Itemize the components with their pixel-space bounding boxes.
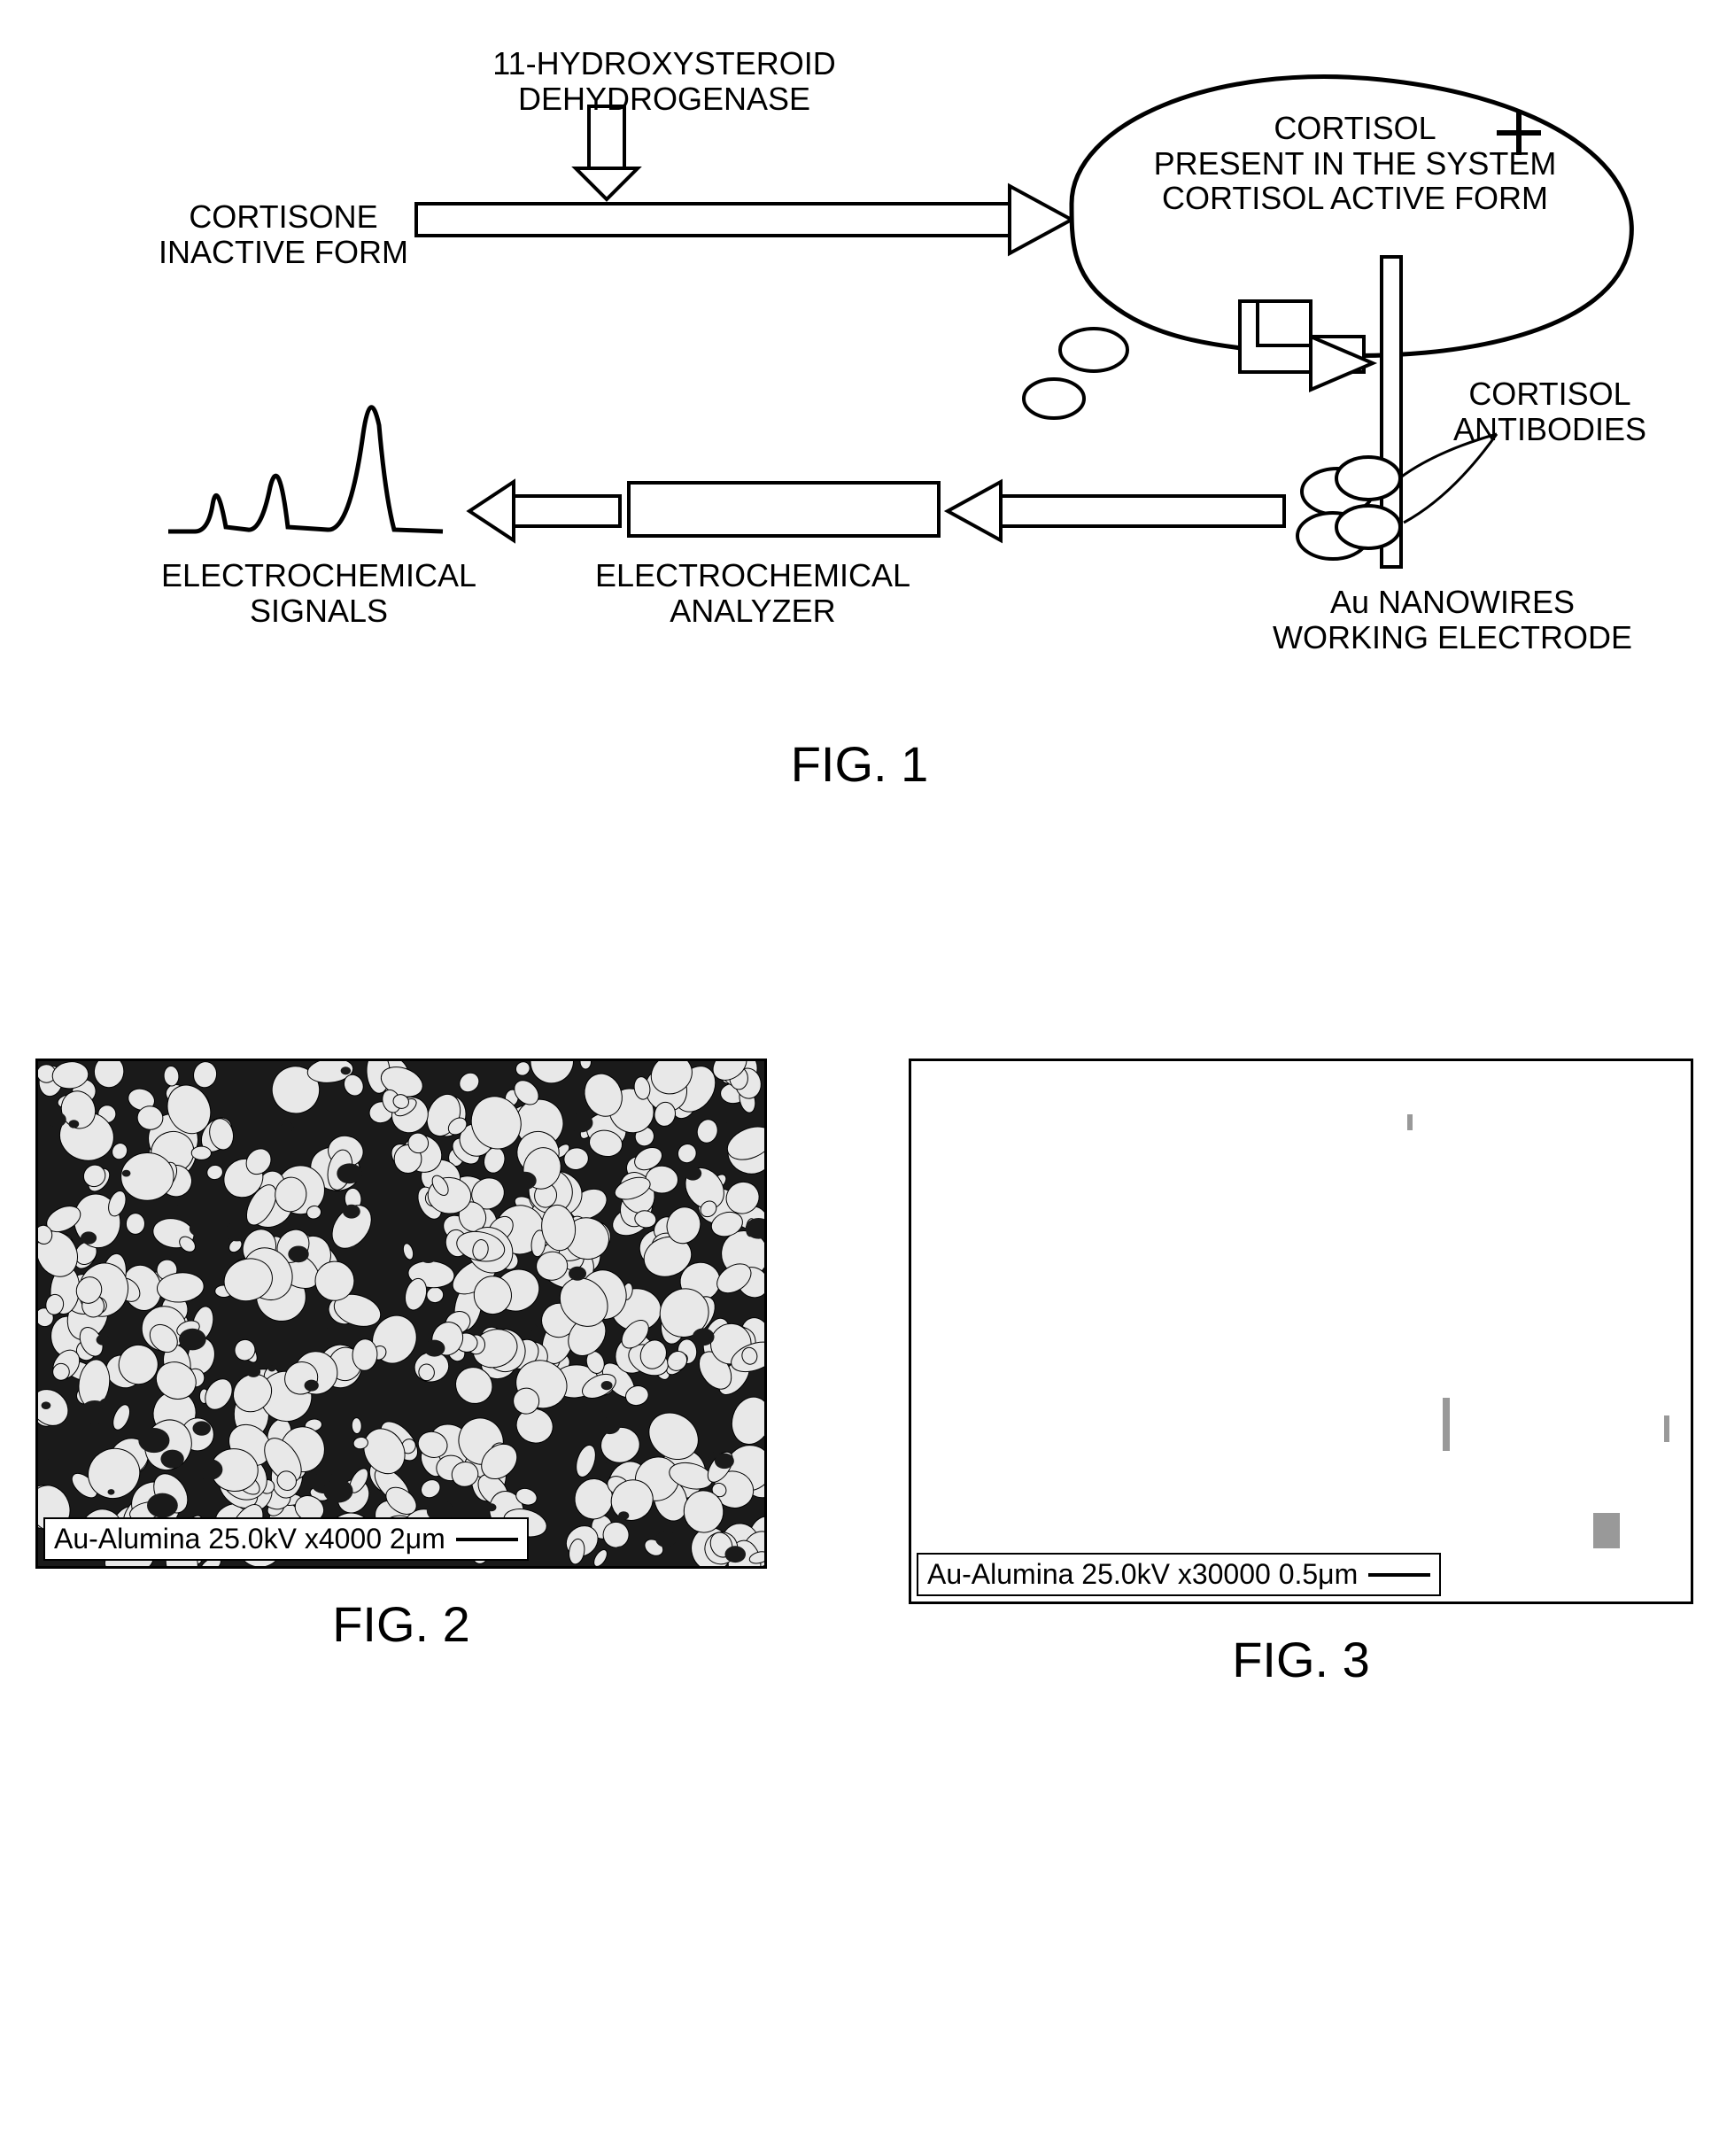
signals-label: ELECTROCHEMICAL SIGNALS bbox=[133, 558, 505, 628]
signal-waveform bbox=[168, 407, 443, 531]
cortisone-label: CORTISONE INACTIVE FORM bbox=[151, 199, 416, 269]
fig3-sem-box: Au-Alumina 25.0kV x30000 0.5μm bbox=[909, 1059, 1693, 1604]
fig3-scale-line bbox=[1368, 1573, 1430, 1577]
analyzer-label: ELECTROCHEMICAL ANALYZER bbox=[567, 558, 939, 628]
cortisol-l1: CORTISOL bbox=[1274, 110, 1436, 146]
enzyme-label: 11-HYDROXYSTEROID DEHYDROGENASE bbox=[354, 46, 974, 116]
cortisone-l1: CORTISONE bbox=[189, 198, 377, 235]
electrode-label: Au NANOWIRES WORKING ELECTRODE bbox=[1258, 585, 1647, 655]
main-arrow bbox=[416, 186, 1072, 253]
electrode-l2: WORKING ELECTRODE bbox=[1273, 619, 1632, 655]
fig2-scale-line bbox=[456, 1538, 518, 1541]
antibodies-l1: CORTISOL bbox=[1468, 376, 1630, 412]
fig2-sem-box: Au-Alumina 25.0kV x4000 2μm bbox=[35, 1059, 767, 1569]
fig2-caption: FIG. 2 bbox=[35, 1595, 767, 1653]
signals-l1: ELECTROCHEMICAL bbox=[161, 557, 476, 593]
fig3-texture bbox=[911, 1061, 1691, 1601]
sem-figure-row: Au-Alumina 25.0kV x4000 2μm FIG. 2 Au-Al… bbox=[35, 1059, 1684, 1688]
enzyme-arrow bbox=[576, 106, 638, 199]
antibody-ellipses bbox=[1297, 457, 1400, 559]
figure-1: 11-HYDROXYSTEROID DEHYDROGENASE CORTISON… bbox=[35, 35, 1684, 793]
fig2-texture bbox=[38, 1061, 764, 1566]
analyzer-l2: ANALYZER bbox=[670, 593, 835, 629]
analyzer-to-signals-arrow bbox=[469, 482, 620, 540]
analyzer-l1: ELECTROCHEMICAL bbox=[595, 557, 910, 593]
analyzer-box bbox=[629, 483, 939, 536]
electrode-l1: Au NANOWIRES bbox=[1330, 584, 1575, 620]
cortisone-l2: INACTIVE FORM bbox=[159, 234, 408, 270]
cortisol-bubble-label: CORTISOL PRESENT IN THE SYSTEM CORTISOL … bbox=[1107, 111, 1603, 216]
fig2-scale-text: Au-Alumina 25.0kV x4000 2μm bbox=[54, 1523, 445, 1555]
fig3-scale-text: Au-Alumina 25.0kV x30000 0.5μm bbox=[927, 1558, 1358, 1591]
antibodies-l2: ANTIBODIES bbox=[1453, 411, 1646, 447]
electrode-to-analyzer-arrow bbox=[948, 482, 1284, 540]
antibodies-label: CORTISOL ANTIBODIES bbox=[1426, 376, 1674, 446]
figure-3: Au-Alumina 25.0kV x30000 0.5μm FIG. 3 bbox=[909, 1059, 1693, 1688]
enzyme-text: 11-HYDROXYSTEROID DEHYDROGENASE bbox=[492, 45, 835, 117]
antibody-pointers bbox=[1399, 434, 1497, 523]
cortisol-l2: PRESENT IN THE SYSTEM bbox=[1154, 145, 1557, 182]
figure-2: Au-Alumina 25.0kV x4000 2μm FIG. 2 bbox=[35, 1059, 767, 1688]
fig3-scale-bar: Au-Alumina 25.0kV x30000 0.5μm bbox=[917, 1553, 1441, 1596]
signals-l2: SIGNALS bbox=[250, 593, 388, 629]
fig3-caption: FIG. 3 bbox=[909, 1631, 1693, 1688]
fig2-scale-bar: Au-Alumina 25.0kV x4000 2μm bbox=[43, 1517, 529, 1561]
cortisol-l3: CORTISOL ACTIVE FORM bbox=[1162, 180, 1548, 216]
fig1-caption: FIG. 1 bbox=[35, 735, 1684, 793]
